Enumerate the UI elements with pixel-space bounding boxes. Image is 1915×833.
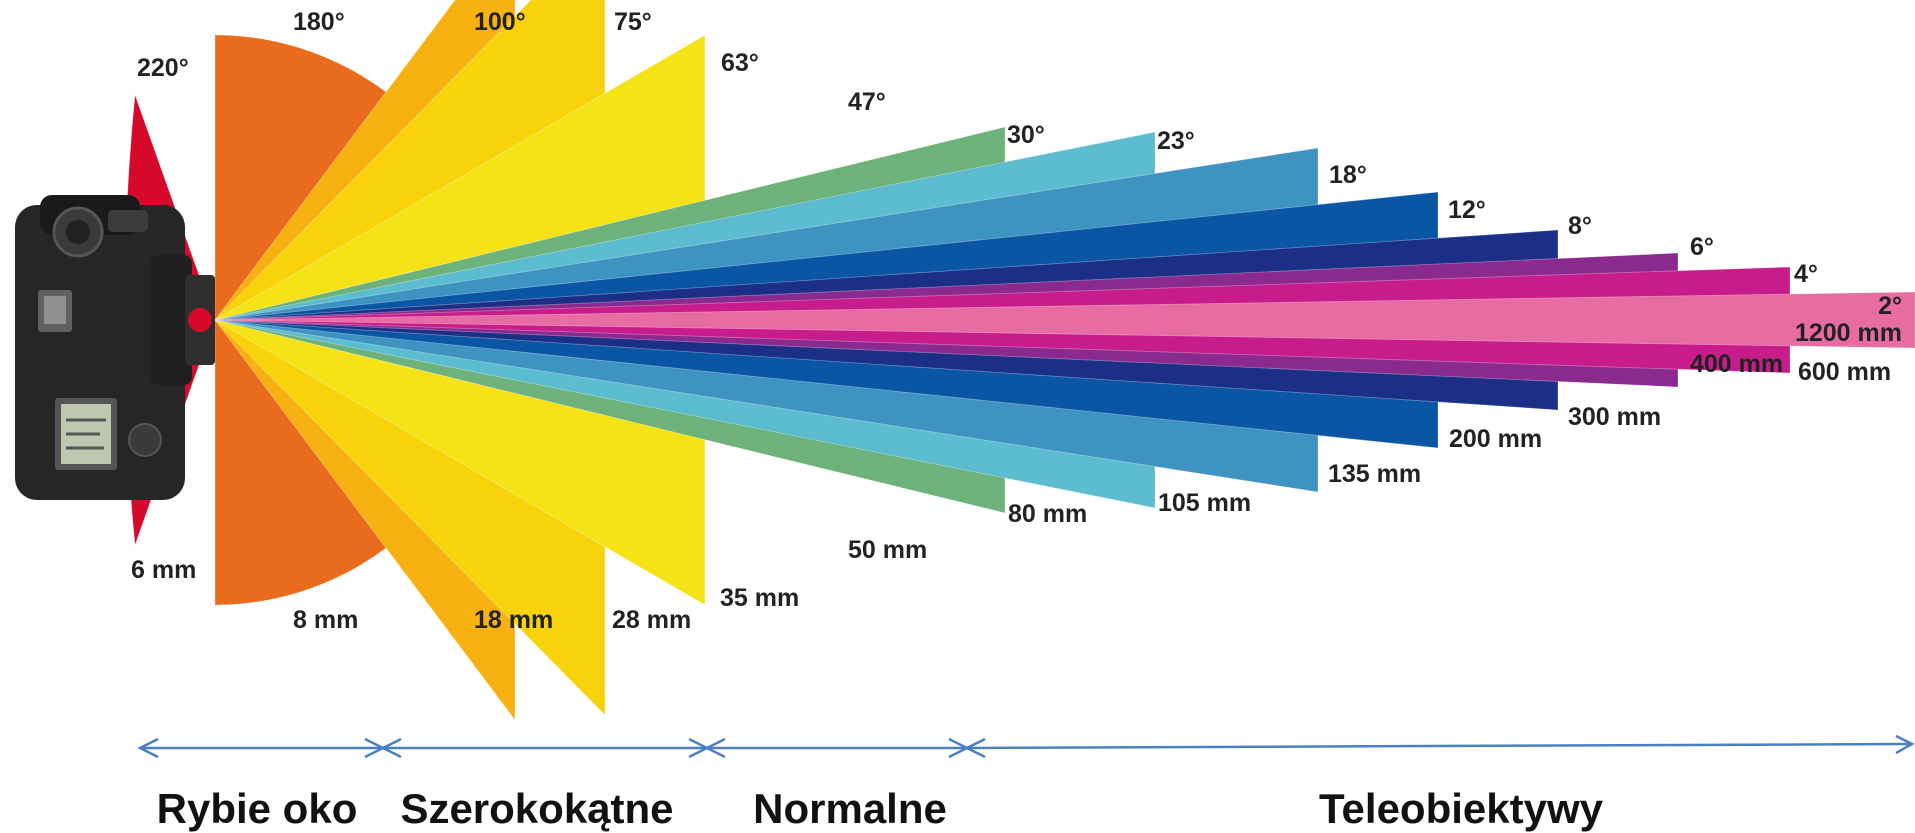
- angle-label: 220°: [137, 54, 189, 82]
- focal-length-label: 600 mm: [1798, 358, 1891, 386]
- category-label-fisheye: Rybie oko: [157, 785, 358, 832]
- focal-length-label: 400 mm: [1690, 350, 1783, 378]
- category-labels: Rybie oko Szerokokątne Normalne Teleobie…: [157, 785, 1604, 832]
- angle-label: 4°: [1794, 260, 1818, 288]
- angle-label: 8°: [1568, 212, 1592, 240]
- angle-label: 12°: [1448, 196, 1486, 224]
- fov-wedge: [214, 291, 1915, 349]
- angle-label: 47°: [848, 88, 886, 116]
- focal-length-label: 28 mm: [612, 606, 691, 634]
- focal-length-labels: 6 mm 8 mm 18 mm 28 mm 35 mm 50 mm 80 mm …: [131, 319, 1902, 634]
- range-arrow-telephoto: [964, 734, 1915, 759]
- dslr-camera-icon: [15, 195, 215, 500]
- focal-length-label: 80 mm: [1008, 500, 1087, 528]
- category-label-normal: Normalne: [753, 785, 947, 832]
- range-arrow-wide-angle: [380, 737, 710, 759]
- angle-label: 75°: [614, 8, 652, 36]
- focal-length-label: 35 mm: [720, 584, 799, 612]
- category-label-telephoto: Teleobiektywy: [1319, 785, 1604, 832]
- angle-label: 30°: [1007, 121, 1045, 149]
- focal-length-label: 200 mm: [1449, 425, 1542, 453]
- focal-length-label: 6 mm: [131, 556, 196, 584]
- angle-label: 18°: [1329, 161, 1367, 189]
- angle-labels: 220° 180° 100° 75° 63° 47° 30° 23° 18° 1…: [137, 8, 1902, 320]
- focal-length-label: 50 mm: [848, 536, 927, 564]
- angle-label: 6°: [1690, 233, 1714, 261]
- angle-label: 180°: [293, 8, 345, 36]
- focal-length-label: 135 mm: [1328, 460, 1421, 488]
- category-label-wide-angle: Szerokokątne: [400, 785, 673, 832]
- angle-label: 63°: [721, 49, 759, 77]
- angle-label: 23°: [1157, 127, 1195, 155]
- focal-length-label: 300 mm: [1568, 403, 1661, 431]
- focal-length-label: 8 mm: [293, 606, 358, 634]
- focal-length-label: 18 mm: [474, 606, 553, 634]
- focal-length-label: 105 mm: [1158, 489, 1251, 517]
- focal-length-label: 1200 mm: [1795, 319, 1902, 347]
- angle-label: 2°: [1878, 292, 1902, 320]
- category-range-arrows: [137, 734, 1915, 759]
- range-arrow-normal: [704, 737, 970, 759]
- angle-label: 100°: [474, 8, 526, 36]
- range-arrow-fisheye: [137, 737, 386, 759]
- angle-of-view-wedges: [123, 0, 1915, 722]
